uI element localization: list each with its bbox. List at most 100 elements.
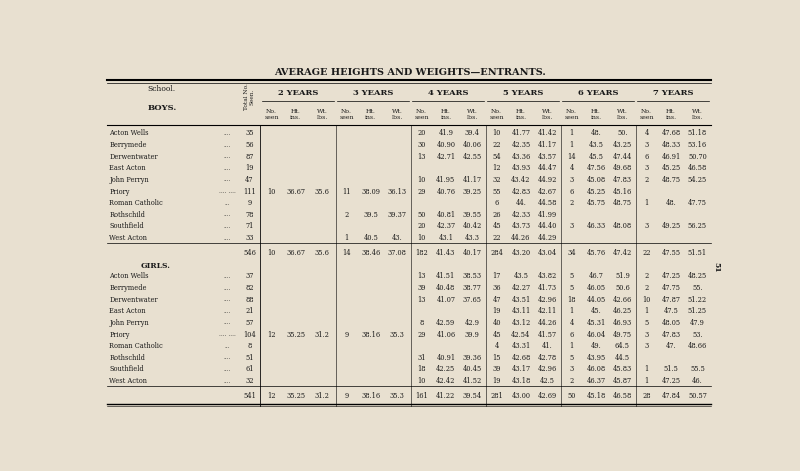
Text: Wt.
lbs.: Wt. lbs. xyxy=(542,109,553,120)
Text: 50.70: 50.70 xyxy=(688,153,707,161)
Text: 2: 2 xyxy=(645,272,649,280)
Text: 41.43: 41.43 xyxy=(436,249,455,257)
Text: 19: 19 xyxy=(492,377,501,385)
Text: 45.87: 45.87 xyxy=(613,377,632,385)
Text: 47.87: 47.87 xyxy=(662,296,681,304)
Text: 42.33: 42.33 xyxy=(511,211,530,219)
Text: 3: 3 xyxy=(645,164,649,172)
Text: 54: 54 xyxy=(492,153,501,161)
Text: 37.08: 37.08 xyxy=(388,249,406,257)
Text: 1: 1 xyxy=(645,307,649,315)
Text: 42.83: 42.83 xyxy=(511,187,530,195)
Text: 50.6: 50.6 xyxy=(615,284,630,292)
Text: 18: 18 xyxy=(567,296,576,304)
Text: 78: 78 xyxy=(246,211,254,219)
Text: 50.: 50. xyxy=(617,130,628,138)
Text: No.
seen: No. seen xyxy=(639,109,654,120)
Text: 47.83: 47.83 xyxy=(662,331,681,339)
Text: 2: 2 xyxy=(645,284,649,292)
Text: 45.76: 45.76 xyxy=(586,249,606,257)
Text: No.
seen: No. seen xyxy=(565,109,579,120)
Text: 26: 26 xyxy=(492,211,501,219)
Text: 43.36: 43.36 xyxy=(511,153,530,161)
Text: 2 YEARS: 2 YEARS xyxy=(278,89,318,97)
Text: 51: 51 xyxy=(712,261,720,272)
Text: 44.05: 44.05 xyxy=(586,296,606,304)
Text: School.: School. xyxy=(148,85,176,93)
Text: 42.69: 42.69 xyxy=(538,392,557,400)
Text: 46.08: 46.08 xyxy=(586,365,606,374)
Text: 18: 18 xyxy=(418,365,426,374)
Text: 30: 30 xyxy=(418,141,426,149)
Text: 44.92: 44.92 xyxy=(538,176,557,184)
Text: 1: 1 xyxy=(645,199,649,207)
Text: 10: 10 xyxy=(418,176,426,184)
Text: 38.16: 38.16 xyxy=(362,392,380,400)
Text: 47.5: 47.5 xyxy=(663,307,678,315)
Text: Berrymede: Berrymede xyxy=(110,284,147,292)
Text: 45.25: 45.25 xyxy=(662,164,681,172)
Text: 4: 4 xyxy=(494,342,499,350)
Text: 31.2: 31.2 xyxy=(315,331,330,339)
Text: 21: 21 xyxy=(245,307,254,315)
Text: Total No.
Seen.: Total No. Seen. xyxy=(244,83,255,110)
Text: 82: 82 xyxy=(245,284,254,292)
Text: 42.71: 42.71 xyxy=(436,153,455,161)
Text: Rothschild: Rothschild xyxy=(110,354,145,362)
Text: Wt.
lbs.: Wt. lbs. xyxy=(466,109,478,120)
Text: 104: 104 xyxy=(243,331,256,339)
Text: ....: .... xyxy=(224,309,231,314)
Text: 10: 10 xyxy=(642,296,651,304)
Text: 38.53: 38.53 xyxy=(462,272,482,280)
Text: Wt.
lbs.: Wt. lbs. xyxy=(392,109,403,120)
Text: 45: 45 xyxy=(492,222,501,230)
Text: 39.36: 39.36 xyxy=(462,354,482,362)
Text: 47.56: 47.56 xyxy=(586,164,606,172)
Text: Acton Wells: Acton Wells xyxy=(110,130,149,138)
Text: 9: 9 xyxy=(345,331,349,339)
Text: ....: .... xyxy=(224,274,231,279)
Text: 51.51: 51.51 xyxy=(688,249,707,257)
Text: 47.25: 47.25 xyxy=(662,272,681,280)
Text: 45.5: 45.5 xyxy=(589,153,603,161)
Text: 48.25: 48.25 xyxy=(688,272,707,280)
Text: 284: 284 xyxy=(490,249,503,257)
Text: 44.5: 44.5 xyxy=(615,354,630,362)
Text: 42.68: 42.68 xyxy=(511,354,530,362)
Text: 46.25: 46.25 xyxy=(613,307,632,315)
Text: 41.9: 41.9 xyxy=(438,130,454,138)
Text: Berrymede: Berrymede xyxy=(110,141,147,149)
Text: 48.: 48. xyxy=(666,199,676,207)
Text: 51.9: 51.9 xyxy=(615,272,630,280)
Text: No.
seen: No. seen xyxy=(414,109,429,120)
Text: 5: 5 xyxy=(570,354,574,362)
Text: 43.95: 43.95 xyxy=(586,354,606,362)
Text: 47: 47 xyxy=(245,176,254,184)
Text: 55: 55 xyxy=(492,187,501,195)
Text: 3: 3 xyxy=(645,342,649,350)
Text: 43.82: 43.82 xyxy=(538,272,557,280)
Text: Derwentwater: Derwentwater xyxy=(110,153,158,161)
Text: 10: 10 xyxy=(418,234,426,242)
Text: Southfield: Southfield xyxy=(110,222,144,230)
Text: Ht.
ins.: Ht. ins. xyxy=(666,109,677,120)
Text: 1: 1 xyxy=(645,377,649,385)
Text: 45.75: 45.75 xyxy=(586,199,606,207)
Text: Ht.
ins.: Ht. ins. xyxy=(515,109,526,120)
Text: 546: 546 xyxy=(243,249,256,257)
Text: 6 YEARS: 6 YEARS xyxy=(578,89,618,97)
Text: 50: 50 xyxy=(567,392,576,400)
Text: 42.37: 42.37 xyxy=(436,222,455,230)
Text: 47.75: 47.75 xyxy=(688,199,707,207)
Text: 3: 3 xyxy=(645,222,649,230)
Text: Roman Catholic: Roman Catholic xyxy=(110,199,163,207)
Text: 28: 28 xyxy=(642,392,651,400)
Text: 39: 39 xyxy=(492,365,501,374)
Text: 43.00: 43.00 xyxy=(511,392,530,400)
Text: ....: .... xyxy=(224,285,231,291)
Text: 64.5: 64.5 xyxy=(615,342,630,350)
Text: 5: 5 xyxy=(570,284,574,292)
Text: 45.83: 45.83 xyxy=(613,365,632,374)
Text: Priory: Priory xyxy=(110,331,130,339)
Text: 40.06: 40.06 xyxy=(463,141,482,149)
